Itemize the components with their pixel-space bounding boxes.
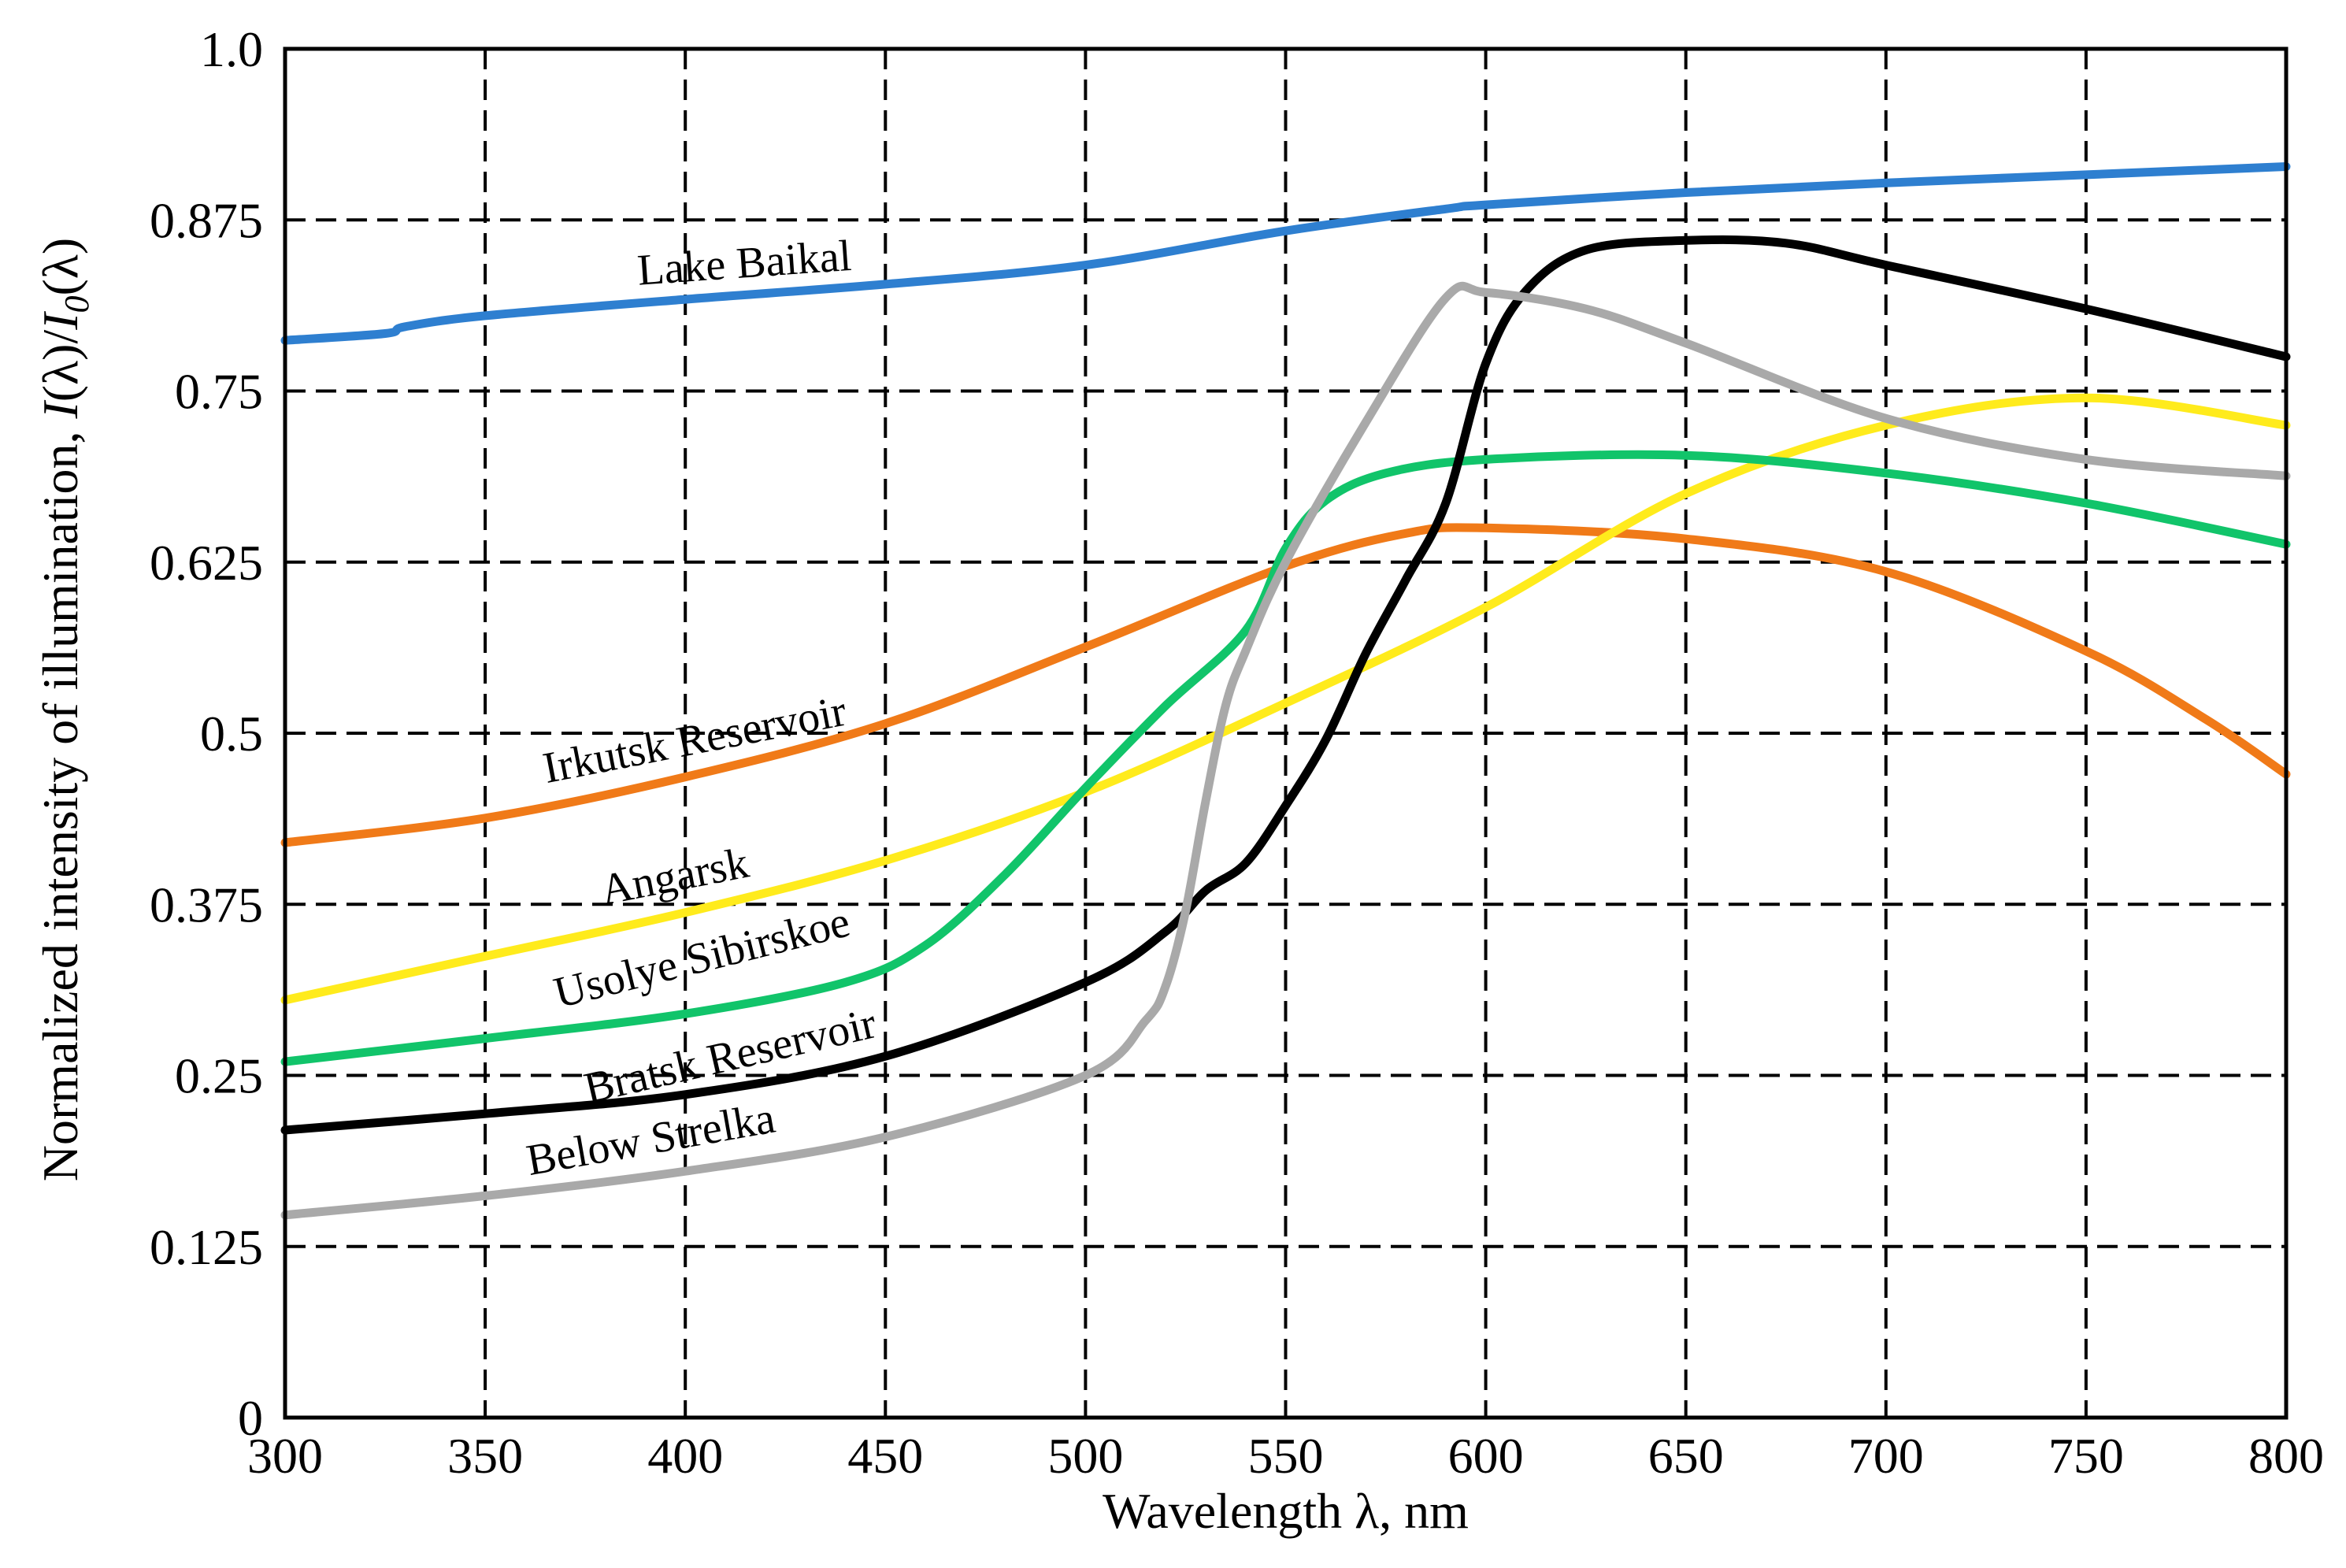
series-line-usolye-sibirskoe <box>280 450 2291 1066</box>
x-tick-label: 300 <box>247 1428 323 1484</box>
series-line-irkutsk-reservoir <box>280 523 2291 847</box>
x-tick-label: 800 <box>2248 1428 2324 1484</box>
y-tick-label: 0 <box>238 1390 263 1446</box>
series-line-lake-baikal <box>280 162 2291 345</box>
x-tick-label: 550 <box>1248 1428 1324 1484</box>
y-axis-title-subscript: 0 <box>57 295 96 313</box>
x-tick-label: 400 <box>647 1428 723 1484</box>
x-tick-label: 350 <box>447 1428 523 1484</box>
y-tick-label: 0.875 <box>150 192 263 248</box>
y-tick-label: 1.0 <box>200 21 263 77</box>
series-line-below-strelka <box>280 281 2291 1220</box>
x-tick-label: 450 <box>847 1428 923 1484</box>
y-axis-title: Normalized intensity of illumination, I(… <box>32 238 96 1181</box>
grid-lines <box>285 49 2286 1418</box>
plot-frame <box>283 46 2289 1420</box>
x-tick-label: 600 <box>1448 1428 1524 1484</box>
curve-label-usolye-sibirskoe: Usolye Sibirskoe <box>549 897 854 1018</box>
series-lines <box>280 162 2291 1220</box>
y-axis-title-i0: I <box>32 311 88 331</box>
x-axis-title: Wavelength λ, nm <box>1103 1483 1469 1539</box>
x-tick-label: 650 <box>1648 1428 1724 1484</box>
y-tick-label: 0.125 <box>150 1219 263 1275</box>
y-axis-title-text: Normalized intensity of illumination, <box>32 419 88 1182</box>
x-tick-label: 750 <box>2048 1428 2124 1484</box>
y-tick-label: 0.5 <box>200 706 263 762</box>
y-tick-label: 0.625 <box>150 535 263 591</box>
y-axis-title-lambda: (λ)/ <box>32 330 88 402</box>
x-tick-label: 500 <box>1047 1428 1123 1484</box>
y-tick-label: 0.75 <box>175 364 263 420</box>
series-line-bratsk-reservoir <box>280 235 2291 1135</box>
y-axis-title-i: I <box>32 400 88 420</box>
y-tick-label: 0.25 <box>175 1048 263 1104</box>
x-tick-label: 700 <box>1848 1428 1924 1484</box>
y-axis-title-lambda0: (λ) <box>32 238 88 296</box>
tick-labels: 300 350 400 450 500 550 600 650 700 750 800 0 0.125 0… <box>150 21 2324 1484</box>
series-line-angarsk <box>280 393 2291 1005</box>
y-tick-label: 0.375 <box>150 877 263 932</box>
curve-label-bratsk-reservoir: Bratsk Reservoir <box>580 999 881 1114</box>
